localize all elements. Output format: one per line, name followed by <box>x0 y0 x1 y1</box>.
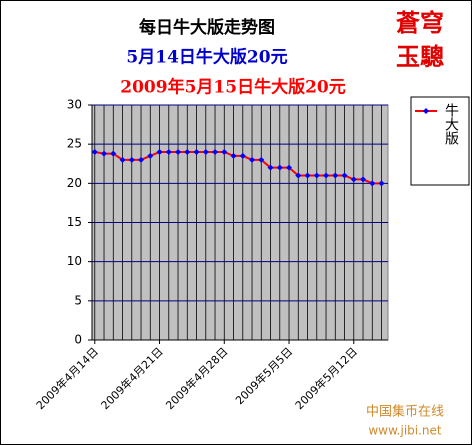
point-marker <box>128 156 135 163</box>
watermark-name: 中国集币在线 <box>366 404 444 420</box>
point-marker <box>258 156 265 163</box>
chart-subtitle: 5月14日牛大版20元 <box>126 47 287 68</box>
point-marker <box>165 149 172 155</box>
point-marker <box>212 149 219 155</box>
point-marker <box>267 164 274 171</box>
point-marker <box>119 156 126 163</box>
logo-line: 蒼穹 <box>396 9 444 37</box>
point-marker <box>350 176 357 183</box>
point-marker <box>304 172 311 179</box>
point-marker <box>249 156 256 163</box>
point-marker <box>110 150 117 157</box>
point-marker <box>295 172 302 179</box>
point-marker <box>193 149 200 155</box>
point-marker <box>138 156 145 163</box>
point-marker <box>230 152 237 159</box>
point-marker <box>378 180 385 187</box>
chart-title: 每日牛大版走势图 <box>139 17 275 38</box>
point-marker <box>239 152 246 159</box>
y-tick-label: 5 <box>74 293 82 307</box>
y-tick-label: 0 <box>74 333 82 347</box>
point-marker <box>332 172 339 179</box>
y-tick-label: 10 <box>67 254 82 268</box>
point-marker <box>101 150 108 157</box>
point-marker <box>175 149 182 155</box>
y-tick-label: 15 <box>67 215 82 229</box>
point-marker <box>276 164 283 171</box>
point-marker <box>313 172 320 179</box>
point-marker <box>286 164 293 171</box>
point-marker <box>360 176 367 183</box>
y-tick-label: 30 <box>67 98 82 112</box>
y-tick-label: 20 <box>67 176 82 190</box>
point-marker <box>156 149 163 155</box>
legend-label: 牛大版 <box>443 103 459 146</box>
point-marker <box>323 172 330 179</box>
point-marker <box>184 149 191 155</box>
chart-subtitle-2: 2009年5月15日牛大版20元 <box>120 77 345 98</box>
y-tick-label: 25 <box>67 137 82 151</box>
point-marker <box>341 172 348 179</box>
logo-line: 玉驄 <box>396 43 444 71</box>
legend-marker <box>423 108 429 114</box>
point-marker <box>91 149 98 155</box>
point-marker <box>202 149 209 155</box>
point-marker <box>147 152 154 159</box>
point-marker <box>369 180 376 187</box>
watermark-url: www.jibi.net <box>368 424 442 438</box>
point-marker <box>221 149 228 155</box>
